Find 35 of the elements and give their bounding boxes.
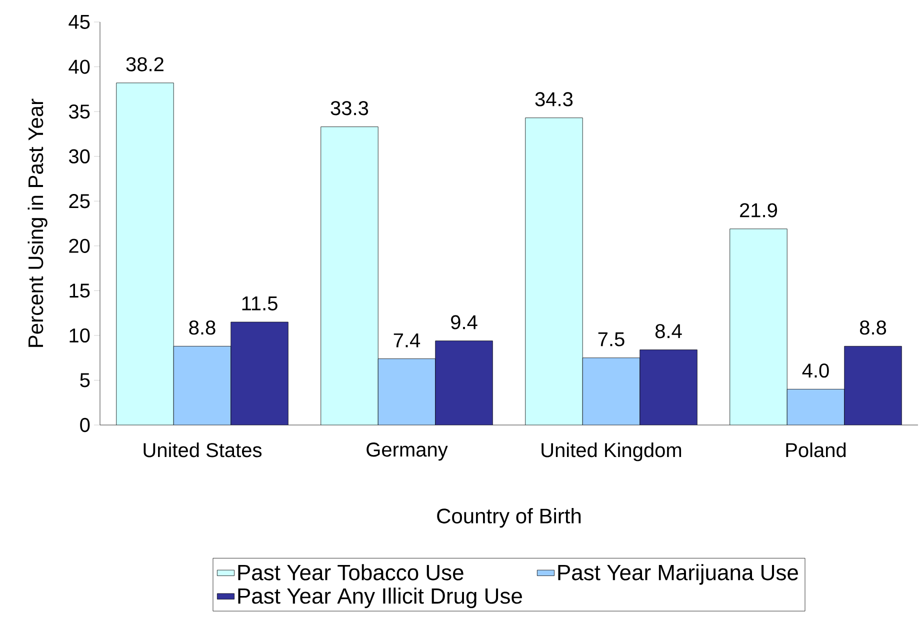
data-label: 21.9 bbox=[740, 203, 778, 218]
y-tick-label: 20 bbox=[69, 238, 90, 253]
y-tick-label: 35 bbox=[68, 104, 90, 119]
x-axis-title: Country of Birth bbox=[437, 508, 581, 528]
data-label: 8.4 bbox=[655, 324, 682, 338]
data-label: 8.8 bbox=[860, 320, 886, 335]
y-tick-label: 25 bbox=[69, 194, 90, 208]
x-tick-label: Germany bbox=[366, 442, 448, 461]
bar bbox=[844, 346, 902, 426]
bar bbox=[435, 340, 493, 426]
data-label: 8.8 bbox=[189, 320, 216, 335]
data-label: 11.5 bbox=[242, 296, 278, 310]
y-tick-label: 15 bbox=[70, 284, 90, 298]
legend-label: Past Year Marijuana Use bbox=[558, 564, 798, 585]
legend-label: Past Year Any Illicit Drug Use bbox=[238, 588, 522, 608]
data-label: 4.0 bbox=[802, 363, 829, 378]
x-tick-label: United Kingdom bbox=[542, 442, 682, 462]
bar bbox=[230, 322, 288, 426]
y-tick-label: 5 bbox=[80, 373, 90, 388]
data-label: 7.5 bbox=[598, 332, 624, 346]
y-tick-label: 10 bbox=[70, 328, 90, 343]
data-label: 9.4 bbox=[451, 315, 478, 330]
y-tick-label: 30 bbox=[68, 149, 90, 164]
data-label: 38.2 bbox=[126, 57, 164, 72]
y-tick-label: 40 bbox=[68, 60, 90, 74]
data-label: 34.3 bbox=[535, 92, 573, 106]
bar bbox=[640, 350, 698, 426]
x-tick-label: United States bbox=[144, 442, 262, 458]
y-axis-title: Percent Using in Past Year bbox=[28, 98, 48, 347]
y-tick-label: 0 bbox=[80, 418, 90, 432]
y-tick-label: 45 bbox=[68, 15, 90, 29]
x-tick-label: Poland bbox=[786, 442, 846, 458]
data-label: 33.3 bbox=[330, 101, 368, 116]
data-label: 7.4 bbox=[394, 333, 420, 348]
legend-label: Past Year Tobacco Use bbox=[238, 564, 464, 580]
